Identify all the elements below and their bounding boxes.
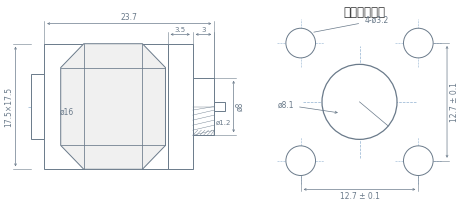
Text: ø16: ø16 (60, 108, 73, 117)
Polygon shape (61, 44, 166, 169)
Bar (193, 78, 214, 135)
Text: 3: 3 (201, 27, 206, 33)
Circle shape (404, 146, 433, 176)
Text: 17.5×17.5: 17.5×17.5 (4, 86, 13, 127)
Text: 12.7 ± 0.1: 12.7 ± 0.1 (339, 192, 379, 201)
Circle shape (286, 28, 316, 58)
Text: 安装开孔尺寸: 安装开孔尺寸 (343, 6, 385, 19)
Bar (31, 74, 44, 139)
Bar (168, 44, 193, 169)
Circle shape (404, 28, 433, 58)
Text: ø8: ø8 (236, 102, 245, 111)
Text: 23.7: 23.7 (121, 13, 138, 22)
Text: 12.7 ± 0.1: 12.7 ± 0.1 (450, 82, 459, 122)
Text: 4-ø3.2: 4-ø3.2 (314, 16, 388, 32)
Text: 3.5: 3.5 (175, 27, 186, 33)
Bar (214, 102, 225, 111)
Bar (44, 44, 168, 169)
Text: ø8.1: ø8.1 (278, 100, 337, 113)
Text: ø1.2: ø1.2 (216, 119, 231, 125)
Circle shape (286, 146, 316, 176)
Circle shape (322, 64, 397, 139)
